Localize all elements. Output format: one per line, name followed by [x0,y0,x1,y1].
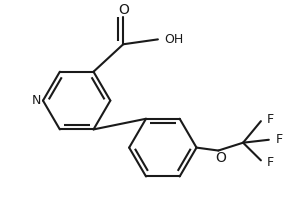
Text: O: O [118,3,129,17]
Text: O: O [215,151,226,165]
Text: F: F [267,156,274,169]
Text: F: F [276,133,283,146]
Text: F: F [267,113,274,126]
Text: N: N [31,94,41,107]
Text: OH: OH [164,33,183,46]
